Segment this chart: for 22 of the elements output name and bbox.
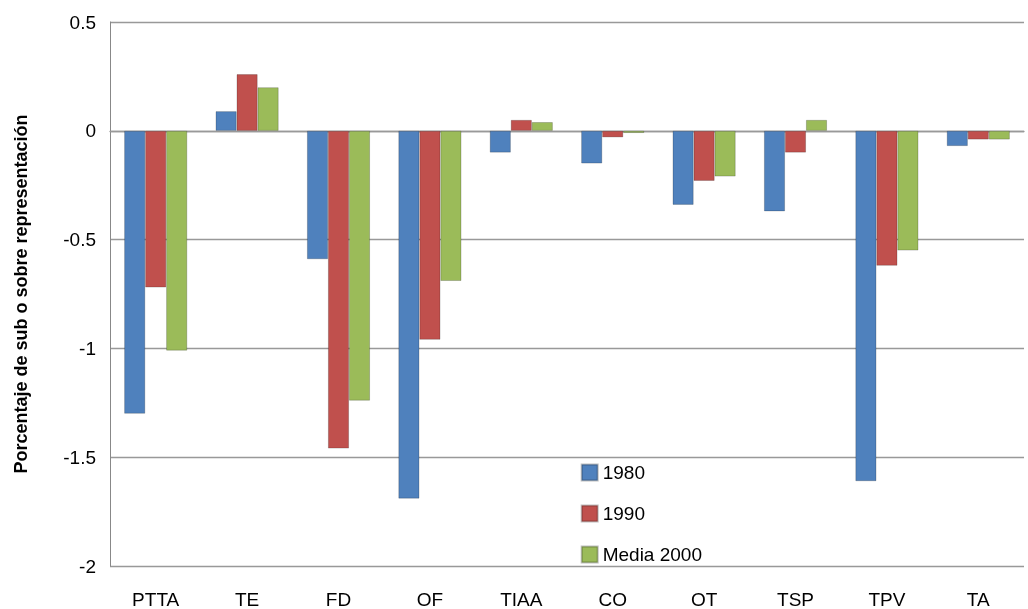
x-tick-label: FD bbox=[325, 589, 352, 609]
x-tick-label: PTTA bbox=[132, 589, 180, 609]
x-tick-label: TIAA bbox=[500, 589, 543, 609]
x-tick-label: TSP bbox=[777, 589, 814, 609]
legend-label: 1990 bbox=[602, 503, 645, 524]
legend-label: 1980 bbox=[602, 462, 645, 483]
y-axis-title: Porcentaje de sub o sobre representación bbox=[11, 114, 31, 474]
x-tick-label: CO bbox=[598, 589, 627, 609]
legend-label: Media 2000 bbox=[602, 544, 702, 565]
y-tick-label: -0.5 bbox=[63, 229, 96, 251]
x-tick-label: TE bbox=[234, 589, 260, 609]
x-tick-label: TPV bbox=[868, 589, 906, 609]
bar bbox=[806, 119, 827, 131]
x-tick-label: OF bbox=[416, 589, 444, 609]
x-tick-label: TA bbox=[966, 589, 991, 609]
y-tick-label: -2 bbox=[79, 555, 96, 577]
x-tick-label: OT bbox=[690, 589, 718, 609]
y-tick-label: -1 bbox=[79, 337, 96, 359]
y-tick-label: -1.5 bbox=[63, 446, 96, 468]
bar bbox=[489, 130, 511, 153]
y-tick-label: 0 bbox=[85, 120, 96, 142]
y-tick-label: 0.5 bbox=[69, 11, 96, 33]
